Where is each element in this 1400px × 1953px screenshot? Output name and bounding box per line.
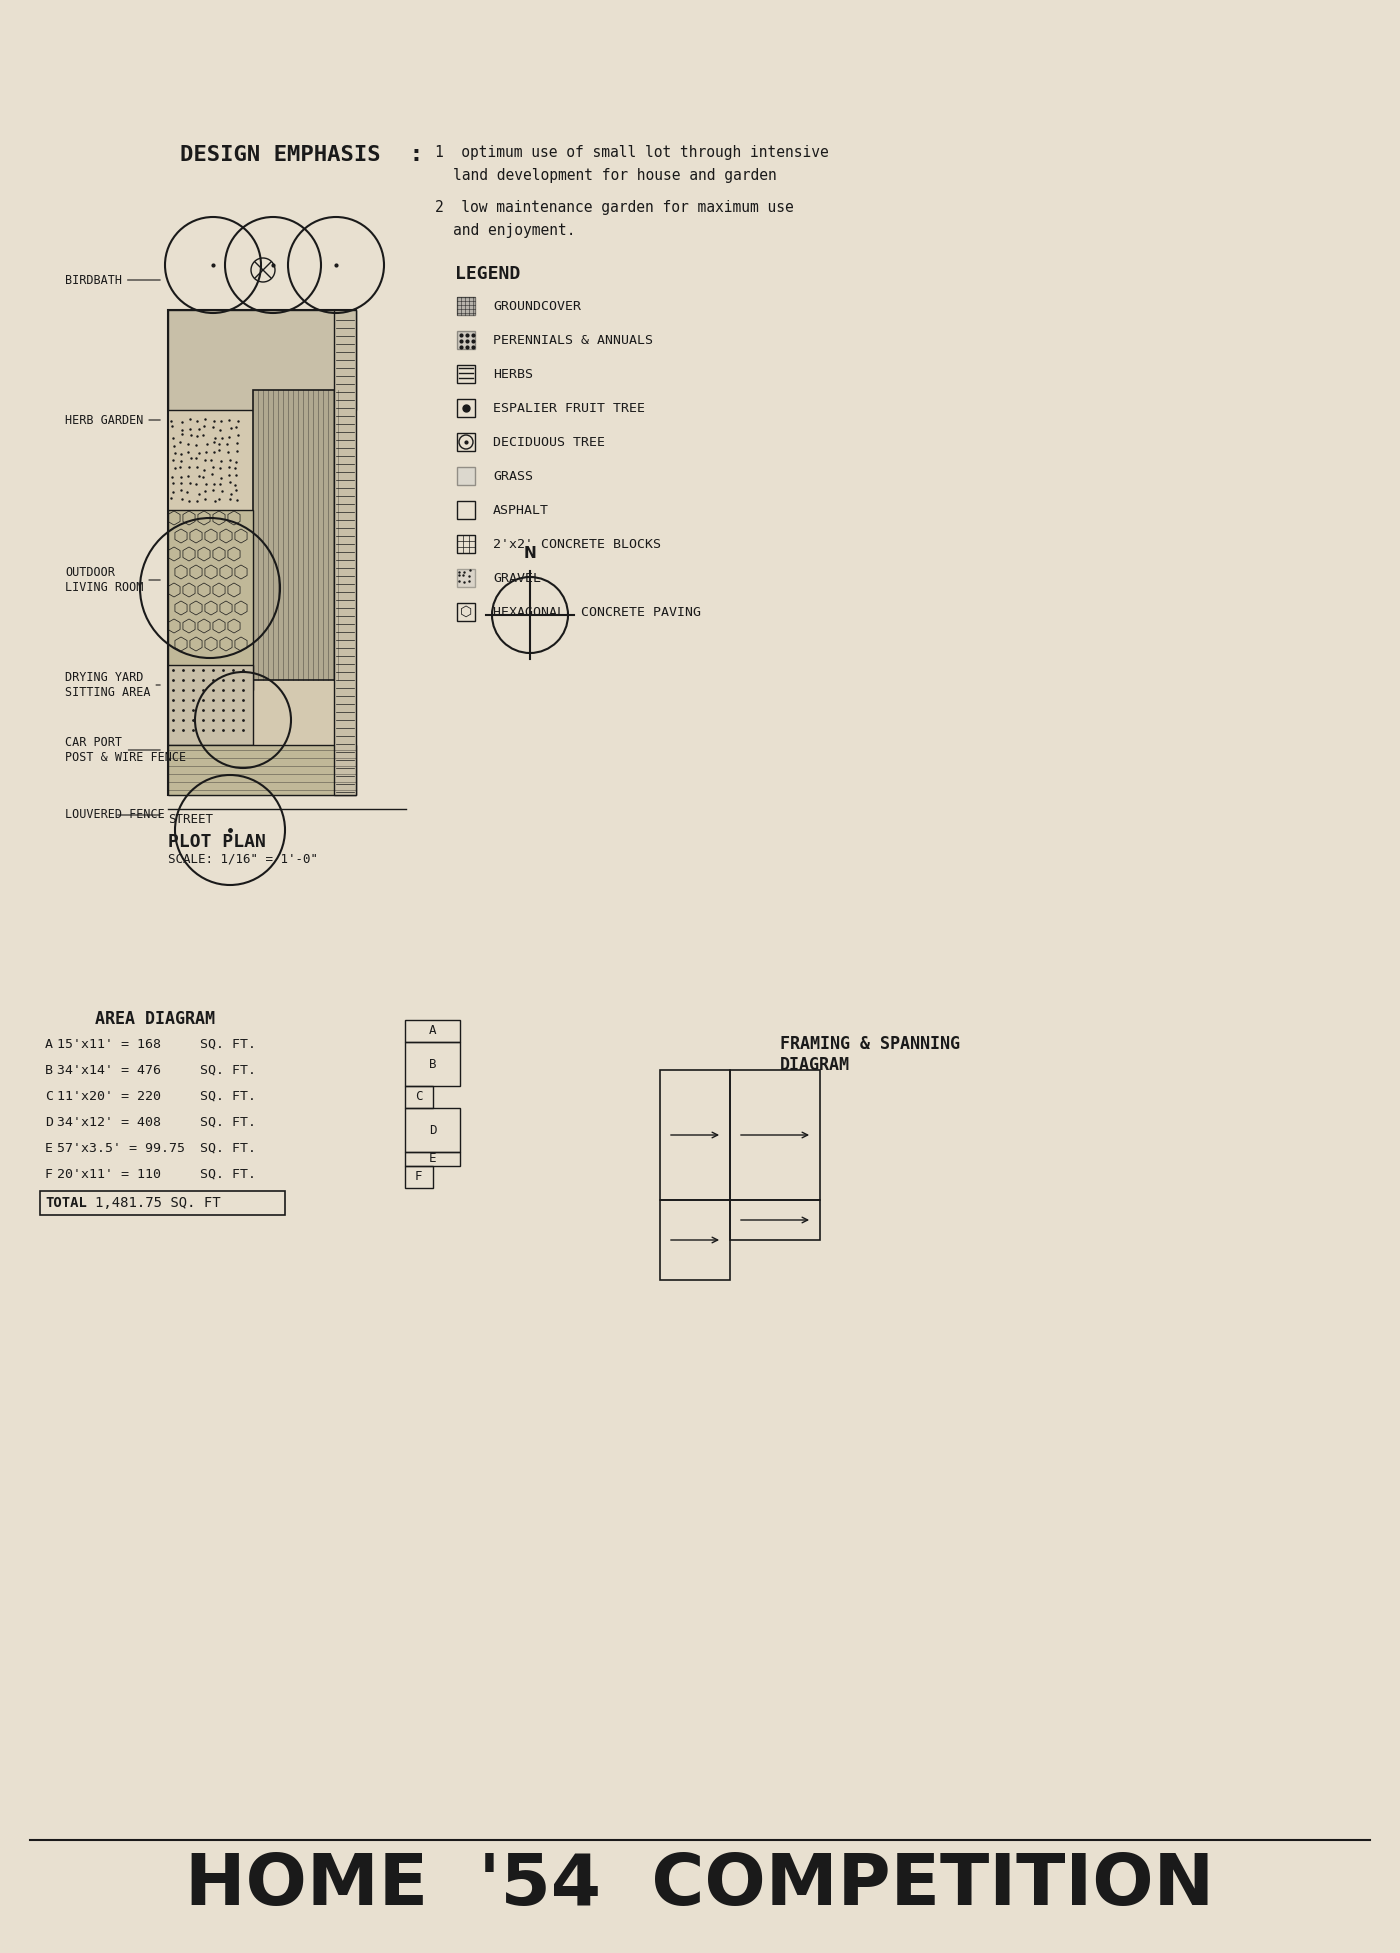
Bar xyxy=(456,603,475,621)
Text: A: A xyxy=(45,1037,53,1051)
Text: HERBS: HERBS xyxy=(493,367,533,381)
Bar xyxy=(729,1199,820,1240)
Text: ESPALIER FRUIT TREE: ESPALIER FRUIT TREE xyxy=(493,402,645,414)
Text: C: C xyxy=(45,1090,53,1103)
Bar xyxy=(253,391,343,680)
Text: 1,481.75 SQ. FT: 1,481.75 SQ. FT xyxy=(95,1195,221,1211)
Bar xyxy=(456,502,475,519)
Text: 1  optimum use of small lot through intensive: 1 optimum use of small lot through inten… xyxy=(435,145,829,160)
Bar xyxy=(168,311,356,410)
Text: B: B xyxy=(45,1064,53,1076)
Text: :: : xyxy=(412,145,421,164)
Text: LEGEND: LEGEND xyxy=(455,266,521,283)
Bar xyxy=(456,330,475,350)
Text: FRAMING & SPANNING
DIAGRAM: FRAMING & SPANNING DIAGRAM xyxy=(780,1035,960,1074)
Bar xyxy=(729,1070,820,1199)
Text: SQ. FT.: SQ. FT. xyxy=(200,1143,256,1154)
Bar xyxy=(456,535,475,553)
Bar xyxy=(456,398,475,418)
Text: DRYING YARD
SITTING AREA: DRYING YARD SITTING AREA xyxy=(64,672,160,699)
Text: SQ. FT.: SQ. FT. xyxy=(200,1037,256,1051)
Text: STREET: STREET xyxy=(168,812,213,826)
Text: GROUNDCOVER: GROUNDCOVER xyxy=(493,299,581,312)
Bar xyxy=(405,1086,433,1107)
Bar xyxy=(405,1166,433,1187)
Text: F: F xyxy=(45,1168,53,1182)
Text: and enjoyment.: and enjoyment. xyxy=(454,223,575,238)
Bar xyxy=(168,311,356,795)
Text: C: C xyxy=(414,1090,423,1103)
Text: B: B xyxy=(428,1057,437,1070)
Bar xyxy=(168,510,253,689)
Text: SQ. FT.: SQ. FT. xyxy=(200,1064,256,1076)
Text: land development for house and garden: land development for house and garden xyxy=(454,168,777,184)
Text: 20'x11' = 110: 20'x11' = 110 xyxy=(57,1168,161,1182)
Text: E: E xyxy=(428,1152,437,1166)
Text: SQ. FT.: SQ. FT. xyxy=(200,1090,256,1103)
Text: PLOT PLAN: PLOT PLAN xyxy=(168,834,266,852)
Text: SQ. FT.: SQ. FT. xyxy=(200,1115,256,1129)
Text: A: A xyxy=(428,1025,437,1037)
Text: 34'x14' = 476: 34'x14' = 476 xyxy=(57,1064,161,1076)
Text: 2'x2' CONCRETE BLOCKS: 2'x2' CONCRETE BLOCKS xyxy=(493,537,661,551)
Text: AREA DIAGRAM: AREA DIAGRAM xyxy=(95,1010,216,1027)
Text: 2  low maintenance garden for maximum use: 2 low maintenance garden for maximum use xyxy=(435,199,794,215)
Text: LOUVERED FENCE: LOUVERED FENCE xyxy=(64,809,165,822)
Text: F: F xyxy=(414,1170,423,1184)
Bar xyxy=(168,666,253,744)
Bar xyxy=(456,568,475,588)
Text: CAR PORT
POST & WIRE FENCE: CAR PORT POST & WIRE FENCE xyxy=(64,736,186,764)
Text: 34'x12' = 408: 34'x12' = 408 xyxy=(57,1115,161,1129)
Bar xyxy=(456,365,475,383)
Text: GRASS: GRASS xyxy=(493,469,533,482)
Bar xyxy=(456,434,475,451)
Bar xyxy=(456,297,475,314)
Text: D: D xyxy=(428,1123,437,1137)
Bar xyxy=(335,311,356,795)
Bar xyxy=(405,1107,461,1152)
Text: DECIDUOUS TREE: DECIDUOUS TREE xyxy=(493,436,605,449)
Text: PERENNIALS & ANNUALS: PERENNIALS & ANNUALS xyxy=(493,334,652,346)
Bar xyxy=(405,1019,461,1043)
Text: BIRDBATH: BIRDBATH xyxy=(64,273,160,287)
Text: ⬡: ⬡ xyxy=(461,605,472,619)
Text: TOTAL: TOTAL xyxy=(45,1195,87,1211)
Text: DESIGN EMPHASIS: DESIGN EMPHASIS xyxy=(179,145,381,164)
Text: 11'x20' = 220: 11'x20' = 220 xyxy=(57,1090,161,1103)
Text: SQ. FT.: SQ. FT. xyxy=(200,1168,256,1182)
Text: D: D xyxy=(45,1115,53,1129)
Bar xyxy=(41,1191,286,1215)
Bar xyxy=(456,467,475,484)
Text: 57'x3.5' = 99.75: 57'x3.5' = 99.75 xyxy=(57,1143,185,1154)
Text: N: N xyxy=(524,547,536,561)
Text: SCALE: 1/16" = 1'-0": SCALE: 1/16" = 1'-0" xyxy=(168,853,318,865)
Text: HEXAGONAL  CONCRETE PAVING: HEXAGONAL CONCRETE PAVING xyxy=(493,605,701,619)
Text: ASPHALT: ASPHALT xyxy=(493,504,549,516)
Text: GRAVEL: GRAVEL xyxy=(493,572,540,584)
Bar xyxy=(659,1070,729,1199)
Bar xyxy=(405,1152,461,1166)
Text: 15'x11' = 168: 15'x11' = 168 xyxy=(57,1037,161,1051)
Text: E: E xyxy=(45,1143,53,1154)
Text: OUTDOOR
LIVING ROOM: OUTDOOR LIVING ROOM xyxy=(64,566,160,594)
Bar xyxy=(168,744,356,795)
Bar xyxy=(659,1199,729,1279)
Bar xyxy=(405,1043,461,1086)
Text: HERB GARDEN: HERB GARDEN xyxy=(64,414,160,426)
Text: HOME  '54  COMPETITION: HOME '54 COMPETITION xyxy=(185,1851,1215,1920)
